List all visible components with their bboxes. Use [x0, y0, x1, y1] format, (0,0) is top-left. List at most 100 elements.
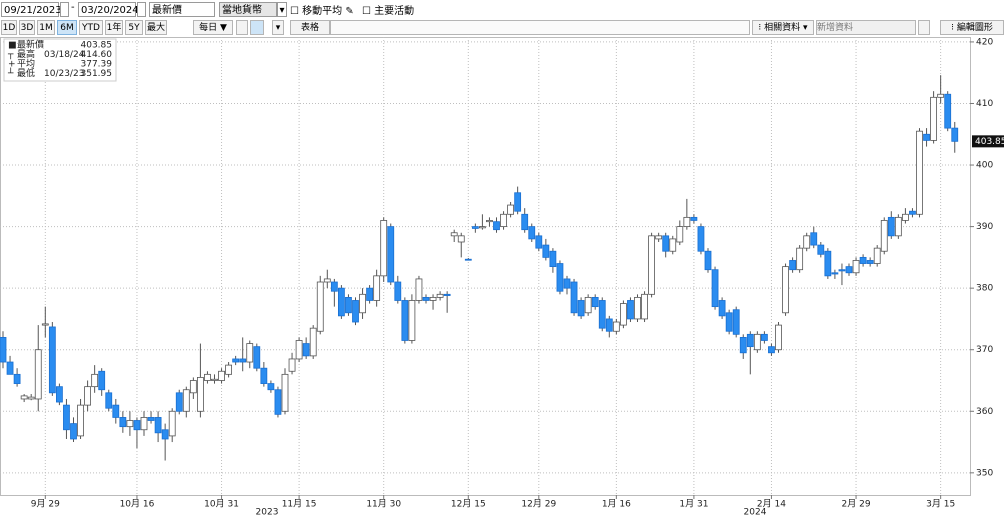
start-date[interactable]: 09/21/2023: [1, 2, 62, 17]
candle-body: [161, 429, 169, 440]
y-tick-label: 400: [976, 161, 993, 171]
candle-body: [620, 303, 627, 326]
x-tick-label: 11月 15: [282, 499, 317, 510]
x-tick-label: 2月 14: [757, 499, 786, 510]
candle-body: [803, 235, 811, 249]
period-select[interactable]: 每日 ▼: [193, 20, 233, 35]
candle-body: [457, 235, 465, 243]
currency-select[interactable]: 當地貨幣: [219, 2, 277, 17]
candle-body: [119, 417, 127, 428]
candle-body: [112, 404, 120, 418]
candle-body: [739, 337, 747, 354]
tool[interactable]: [236, 20, 248, 35]
option[interactable]: ☐ 移動平均 ✎: [290, 6, 354, 17]
dropdown-arrow[interactable]: ▾: [277, 2, 287, 17]
candle-body: [20, 395, 28, 400]
candle-body: [48, 326, 56, 394]
range-button[interactable]: 最大: [145, 20, 167, 35]
x-tick-label: 12月 15: [451, 499, 486, 510]
candle-body: [443, 293, 451, 296]
legend-name: 最低: [17, 67, 35, 79]
candle-body: [267, 383, 275, 391]
candle-body: [909, 210, 916, 215]
candle-body: [852, 260, 860, 274]
candle-body: [77, 404, 84, 437]
range-button[interactable]: 3D: [19, 20, 35, 35]
tool[interactable]: ▾: [272, 20, 284, 35]
candle-body: [225, 364, 233, 375]
candle-body: [309, 327, 317, 357]
candle-body: [768, 346, 775, 354]
candle-body: [471, 226, 479, 229]
range-button[interactable]: 6M: [57, 20, 77, 35]
candle-body: [838, 269, 846, 272]
calendar-icon[interactable]: [60, 2, 69, 17]
candle-body: [697, 226, 705, 252]
candle-body: [302, 343, 310, 357]
x-tick-label: 9月 29: [31, 499, 60, 510]
candle-body: [880, 220, 888, 252]
end-date[interactable]: 03/20/2024: [78, 2, 139, 17]
candle-body: [168, 410, 176, 437]
range-button[interactable]: 5Y: [125, 20, 143, 35]
candle-body: [182, 389, 190, 412]
candle-body: [189, 380, 197, 394]
range-button[interactable]: 1年: [105, 20, 123, 35]
candle-body: [683, 216, 691, 228]
range-button[interactable]: 1D: [1, 20, 17, 35]
candle-body: [84, 386, 91, 406]
candle-body: [63, 404, 70, 431]
add-data[interactable]: 新增資料: [816, 20, 916, 35]
candle-body: [34, 349, 42, 400]
candle-body: [105, 392, 113, 409]
legend-value: 403.85: [81, 41, 113, 51]
candle-body: [70, 423, 77, 440]
table-button[interactable]: 表格: [290, 20, 330, 35]
range-button[interactable]: YTD: [79, 20, 103, 35]
legend-name: 最高: [17, 48, 35, 60]
x-tick-label: 10月 16: [120, 499, 155, 510]
candle-body: [359, 293, 366, 314]
candle-body: [401, 300, 409, 341]
candle-body: [366, 287, 374, 301]
candle-body: [486, 220, 493, 223]
candle-body: [789, 260, 796, 271]
candle-body: [337, 287, 345, 317]
tool[interactable]: [918, 20, 930, 35]
candle-body: [930, 96, 937, 141]
field-select[interactable]: 最新價: [149, 2, 215, 17]
y-tick-label: 390: [976, 222, 993, 232]
candle-body: [725, 312, 733, 332]
candle-body: [521, 213, 529, 231]
edit-button[interactable]: ⁝ 編輯圖形: [940, 20, 1004, 35]
candle-body: [676, 226, 684, 243]
candle-body: [352, 300, 359, 323]
legend-box: [3, 38, 117, 82]
last-price: 403.85: [975, 137, 1006, 147]
candle-body: [796, 247, 804, 271]
x-tick-label: 12月 29: [521, 499, 556, 510]
candle-body: [514, 192, 522, 212]
candle-body: [246, 343, 254, 363]
edit: 編輯圖形: [956, 23, 993, 33]
candle-body: [753, 333, 761, 351]
calendar-icon[interactable]: [137, 2, 146, 17]
related-button[interactable]: ⁝ 相關資料 ▾: [752, 20, 814, 35]
legend-name: 最新價: [17, 39, 44, 51]
candle-body: [6, 361, 14, 375]
range-button[interactable]: 1M: [37, 20, 55, 35]
y-tick-label: 360: [976, 407, 993, 417]
candle-body: [662, 235, 670, 252]
option[interactable]: ☐ 主要活動: [362, 6, 415, 17]
candles: [0, 75, 959, 461]
candle-body: [627, 300, 634, 320]
legend-name: 平均: [17, 58, 35, 70]
candle-body: [323, 278, 331, 283]
y-tick-label: 410: [976, 99, 993, 109]
tool[interactable]: [250, 20, 264, 35]
candle-body: [634, 296, 641, 320]
candle-body: [154, 417, 162, 434]
candle-body: [140, 417, 148, 431]
candle-body: [944, 93, 952, 129]
